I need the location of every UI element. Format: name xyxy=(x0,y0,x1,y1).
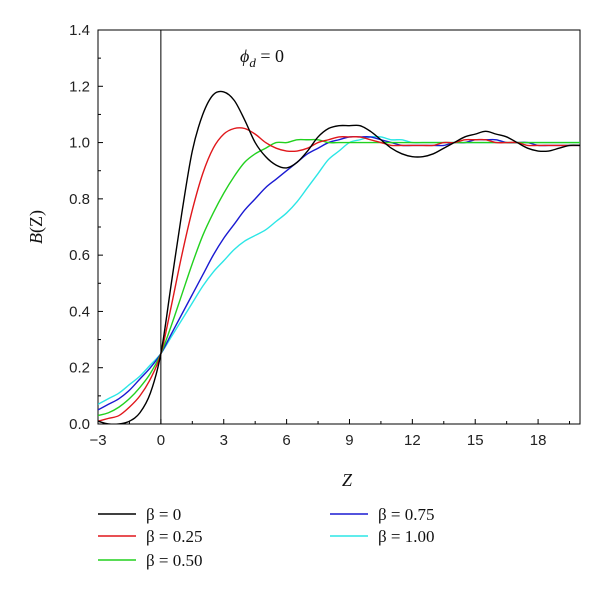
phi-value: = 0 xyxy=(256,46,284,66)
y-tick-label: 1.0 xyxy=(69,135,90,152)
legend-item-3: β = 0.75 xyxy=(330,505,435,524)
legend-label: β = 0.50 xyxy=(146,551,203,570)
y-axis-title: B(Z) xyxy=(26,210,47,244)
phi-subscript: d xyxy=(249,55,256,70)
legend-item-4: β = 1.00 xyxy=(330,527,435,546)
y-axis-title-rest: (Z) xyxy=(26,210,47,233)
y-tick-label: 0.4 xyxy=(69,303,90,320)
legend-label: β = 0.75 xyxy=(378,505,435,524)
legend-label: β = 0 xyxy=(146,505,181,524)
series-line-1 xyxy=(98,127,580,422)
y-tick-label: 1.4 xyxy=(69,22,90,39)
phi-annotation: ϕd = 0 xyxy=(240,46,284,70)
legend-item-2: β = 0.50 xyxy=(98,551,203,570)
x-tick-label: −3 xyxy=(89,432,106,449)
y-tick-label: 0.6 xyxy=(69,247,90,264)
y-tick-label: 0.2 xyxy=(69,360,90,377)
legend-label: β = 0.25 xyxy=(146,527,203,546)
x-tick-label: 18 xyxy=(530,432,547,449)
y-axis-title-main: B xyxy=(26,233,46,244)
x-tick-label: 12 xyxy=(404,432,421,449)
series-line-3 xyxy=(98,136,580,411)
x-axis-title: Z xyxy=(342,470,353,490)
series-line-2 xyxy=(98,138,580,417)
plot-area-frame xyxy=(97,29,581,425)
x-tick-label: 3 xyxy=(220,432,228,449)
legend-label: β = 1.00 xyxy=(378,527,435,546)
y-tick-label: 0.8 xyxy=(69,191,90,208)
phi-symbol: ϕ xyxy=(240,46,249,66)
y-tick-label: 0.0 xyxy=(69,416,90,433)
legend-item-0: β = 0 xyxy=(98,505,181,524)
x-tick-label: 0 xyxy=(157,432,165,449)
y-tick-label: 1.2 xyxy=(69,78,90,95)
series-line-0 xyxy=(98,90,580,424)
x-tick-label: 6 xyxy=(282,432,290,449)
legend-item-1: β = 0.25 xyxy=(98,527,203,546)
x-tick-label: 15 xyxy=(467,432,484,449)
x-tick-label: 9 xyxy=(345,432,353,449)
series-line-4 xyxy=(98,135,580,405)
